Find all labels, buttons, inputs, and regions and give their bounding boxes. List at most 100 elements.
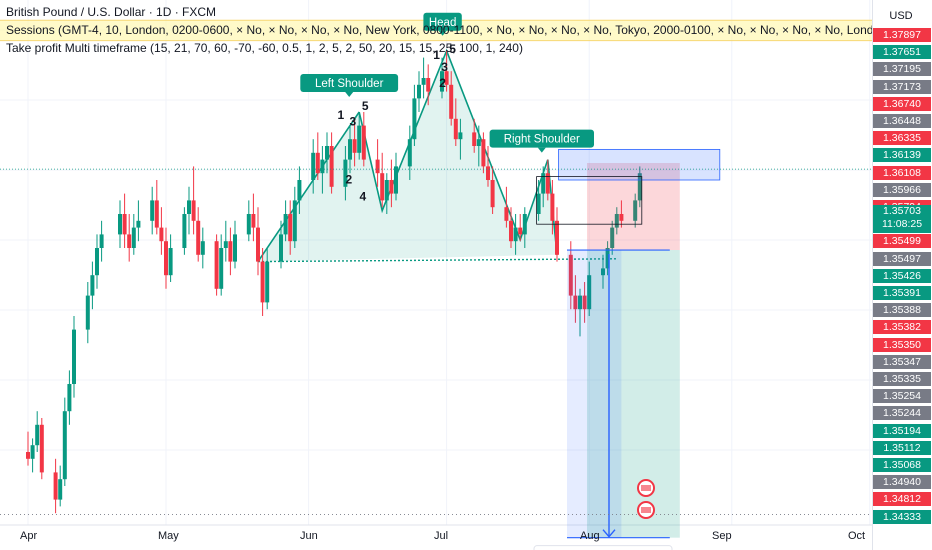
price-label: 1.37195: [873, 62, 931, 77]
left-shoulder-label-pointer: [345, 92, 354, 97]
candle-body: [164, 241, 168, 276]
candle-body: [582, 295, 587, 310]
price-label: 1.35335: [873, 372, 931, 386]
price-label: 1.35347: [873, 354, 931, 369]
candle-body: [545, 173, 550, 194]
candle-body: [384, 180, 389, 201]
candle-body: [200, 241, 205, 255]
candle-body: [578, 295, 582, 310]
bar-countdown: 11:08:25: [881, 218, 923, 230]
candle-body: [633, 200, 638, 221]
price-label: 1.35194: [873, 423, 931, 438]
price-label: 1.34940: [873, 475, 931, 490]
wave-3-left: 3: [349, 115, 356, 129]
candle-body: [251, 214, 256, 228]
wave-4-left: 4: [359, 189, 366, 203]
candle-body: [453, 118, 458, 140]
candle-body: [513, 227, 518, 242]
candle-body: [605, 248, 610, 269]
candle-body: [85, 295, 90, 330]
us-flag-icon-stripe: [641, 507, 651, 513]
chart-area[interactable]: Left Shoulder Head Right Shoulder 1 2 3 4 5 1 2 3 5…: [0, 0, 872, 550]
candle-body: [292, 200, 297, 242]
candle-body: [279, 234, 283, 262]
candle-body: [357, 125, 362, 153]
candle-body: [412, 98, 417, 140]
left-shoulder-label-bg: [300, 74, 399, 92]
price-label: 1.35244: [873, 406, 931, 421]
candle-body: [62, 411, 67, 480]
head-label: Head: [423, 12, 462, 36]
measure-tooltip-bg: [533, 545, 673, 550]
candle-body: [343, 159, 348, 187]
candle-body: [219, 248, 224, 289]
candle-body: [518, 227, 523, 235]
candle-body: [118, 214, 122, 235]
wave-3-head: 3: [441, 60, 448, 74]
pattern-left-leg: [257, 111, 360, 263]
candle-body: [394, 166, 398, 194]
candle-body: [320, 159, 325, 174]
price-label: 1.36448: [873, 114, 931, 128]
candle-body: [637, 173, 642, 201]
candle-body: [283, 214, 288, 235]
candle-body: [265, 261, 270, 303]
currency-button[interactable]: USD: [877, 6, 925, 26]
candle-body: [191, 200, 196, 221]
candle-body: [95, 248, 99, 276]
candle-body: [168, 248, 173, 276]
right-shoulder-label-pointer: [537, 147, 546, 153]
candle-body: [440, 71, 444, 92]
candle-body: [472, 132, 477, 146]
x-label-may: May: [158, 530, 179, 542]
candle-body: [587, 275, 592, 310]
candle-body: [614, 214, 619, 228]
candles: [26, 50, 642, 514]
candle-body: [389, 180, 394, 194]
price-label: 1.36740: [873, 96, 931, 111]
price-label: 1.34812: [873, 492, 931, 507]
take-profit-box: [587, 250, 680, 538]
candle-body: [481, 139, 486, 167]
candle-body: [90, 275, 95, 296]
takeprofit-indicator[interactable]: Take profit Multi timeframe (15, 21, 70,…: [6, 41, 523, 55]
head-label-pointer: [438, 30, 447, 36]
candle-body: [187, 200, 191, 214]
x-label-jul: Jul: [434, 530, 449, 542]
candle-body: [329, 146, 334, 187]
x-label-jun: Jun: [300, 530, 318, 542]
sessions-indicator[interactable]: Sessions (GMT-4, 10, London, 0200-0600, …: [6, 23, 872, 37]
candle-body: [315, 152, 320, 174]
candle-body: [150, 200, 155, 221]
current-price-value: 1.35703: [883, 205, 921, 217]
candle-body: [348, 139, 352, 160]
symbol-title[interactable]: British Pound / U.S. Dollar · 1D · FXCM: [6, 5, 217, 19]
wave-1-head: 1: [433, 48, 440, 62]
candle-body: [72, 329, 76, 384]
wave-1-left: 1: [337, 108, 344, 122]
candle-body: [99, 234, 104, 248]
price-label: 1.36335: [873, 131, 931, 146]
candle-body: [26, 452, 30, 459]
candle-body: [536, 193, 541, 214]
price-label: 1.35499: [873, 234, 931, 249]
price-label: 1.37897: [873, 28, 931, 42]
candle-body: [288, 214, 293, 242]
drawing-tools: [0, 148, 872, 539]
candle-body: [196, 220, 201, 255]
x-label-aug: Aug: [580, 530, 600, 542]
price-label: 1.35391: [873, 286, 931, 300]
candle-body: [380, 173, 385, 201]
right-shoulder-label-bg: [489, 129, 594, 148]
candle-body: [490, 180, 495, 208]
price-label: 1.35068: [873, 458, 931, 472]
price-label: 1.36139: [873, 148, 931, 163]
candle-body: [601, 268, 605, 276]
candle-body: [449, 84, 454, 119]
candle-body: [39, 424, 44, 473]
price-label: 1.36108: [873, 165, 931, 180]
candle-body: [53, 472, 58, 500]
candle-body: [619, 214, 624, 221]
